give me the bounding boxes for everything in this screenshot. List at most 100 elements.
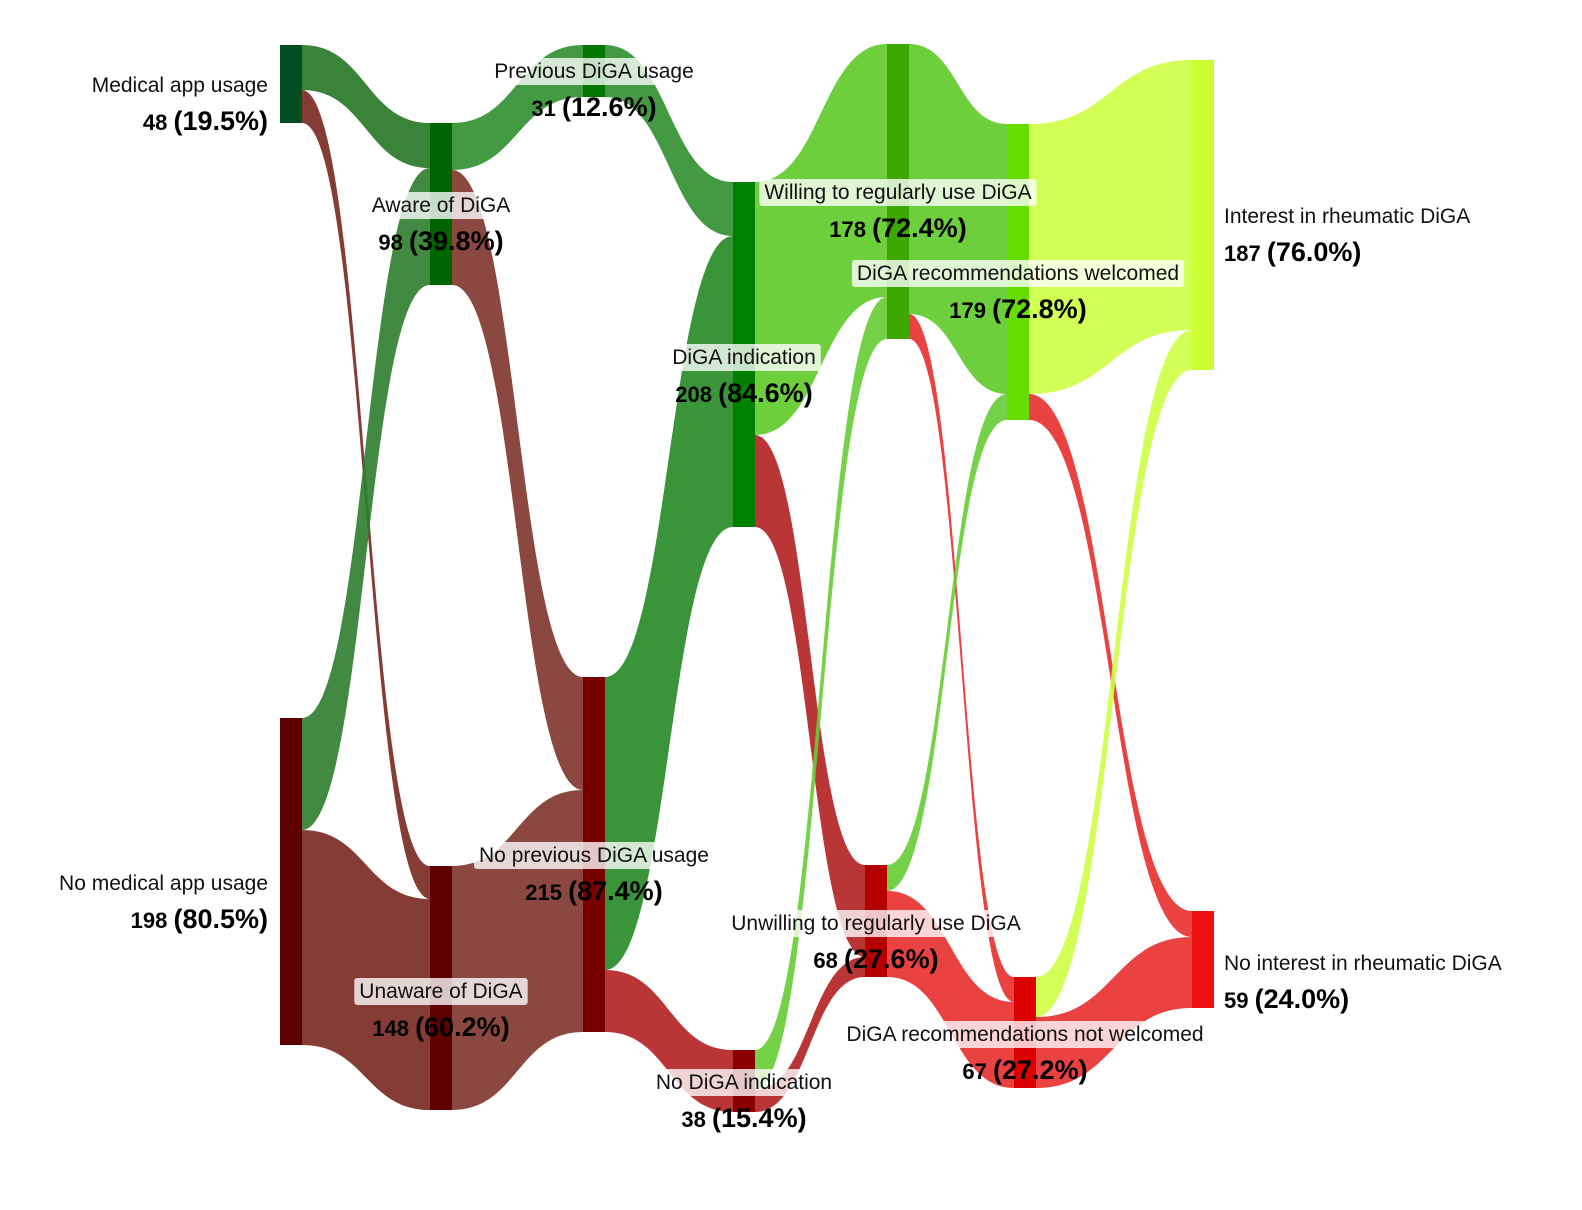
node-percent: (80.5%)	[173, 904, 268, 934]
link-no-medical-app-usage-to-unaware-of-diga	[302, 830, 430, 1110]
node-value: 31 (12.6%)	[531, 92, 656, 122]
node-name: Previous DiGA usage	[494, 60, 694, 83]
link-willing-regular-use-to-recommendations-not-welcomed	[909, 314, 1014, 1002]
node-value: 67 (27.2%)	[962, 1055, 1087, 1085]
node-count: 48	[143, 110, 167, 135]
node-label-unwilling-regular-use: Unwilling to regularly use DiGA 68 (27.6%…	[726, 910, 1026, 974]
node-label-medical-app-usage: Medical app usage 48 (19.5%)	[92, 74, 268, 136]
sankey-links	[302, 44, 1192, 1112]
node-name: Unwilling to regularly use DiGA	[731, 912, 1020, 935]
node-label-willing-regular-use: Willing to regularly use DiGA 178 (72.4%)	[759, 179, 1037, 243]
node-label-unaware-of-diga: Unaware of DiGA 148 (60.2%)	[354, 978, 528, 1042]
label-background	[841, 1021, 1209, 1048]
node-percent: (60.2%)	[415, 1012, 510, 1042]
node-name: DiGA recommendations not welcomed	[846, 1023, 1203, 1046]
node-value: 98 (39.8%)	[378, 226, 503, 256]
node-label-previous-diga-usage: Previous DiGA usage 31 (12.6%)	[489, 58, 699, 122]
link-diga-indication-to-willing-regular-use	[755, 44, 887, 435]
node-count: 38	[681, 1107, 705, 1132]
link-no-medical-app-usage-to-aware-of-diga	[302, 168, 430, 830]
node-count: 198	[131, 908, 168, 933]
node-value: 48 (19.5%)	[143, 106, 268, 136]
node-label-no-diga-indication: No DiGA indication 38 (15.4%)	[650, 1069, 838, 1133]
node-percent: (76.0%)	[1267, 237, 1362, 267]
node-label-recommendations-not-welcomed: DiGA recommendations not welcomed 67 (27.…	[841, 1021, 1209, 1085]
node-percent: (15.4%)	[712, 1103, 807, 1133]
link-recommendations-not-welcomed-to-no-interest-rheumatic-diga	[1036, 937, 1192, 1088]
node-value: 215 (87.4%)	[525, 876, 662, 906]
node-name: No DiGA indication	[656, 1071, 832, 1094]
node-percent: (87.4%)	[568, 876, 663, 906]
label-background	[354, 978, 528, 1005]
node-percent: (27.2%)	[993, 1055, 1088, 1085]
node-count: 215	[525, 880, 562, 905]
node-percent: (24.0%)	[1255, 984, 1350, 1014]
label-background	[759, 179, 1037, 206]
link-no-diga-indication-to-unwilling-regular-use	[755, 957, 865, 1112]
node-value: 208 (84.6%)	[675, 378, 812, 408]
node-interest-rheumatic-diga	[1192, 60, 1214, 370]
node-name: Aware of DiGA	[372, 194, 511, 217]
node-percent: (27.6%)	[844, 944, 939, 974]
node-percent: (19.5%)	[173, 106, 268, 136]
node-count: 148	[372, 1016, 409, 1041]
node-count: 68	[813, 948, 837, 973]
link-previous-diga-usage-to-diga-indication	[605, 45, 733, 236]
sankey-labels: Medical app usage 48 (19.5%) No medical ap…	[59, 58, 1502, 1133]
node-value: 68 (27.6%)	[813, 944, 938, 974]
node-percent: (84.6%)	[718, 378, 813, 408]
node-name: DiGA indication	[672, 346, 816, 369]
node-value: 38 (15.4%)	[681, 1103, 806, 1133]
node-value: 178 (72.4%)	[829, 213, 966, 243]
node-value: 148 (60.2%)	[372, 1012, 509, 1042]
node-percent: (39.8%)	[409, 226, 504, 256]
node-name: No medical app usage	[59, 872, 268, 895]
node-name: No interest in rheumatic DiGA	[1224, 952, 1502, 975]
label-background	[667, 344, 821, 371]
link-aware-of-diga-to-no-previous-diga-usage	[452, 170, 583, 790]
node-label-no-medical-app-usage: No medical app usage 198 (80.5%)	[59, 872, 268, 934]
node-percent: (12.6%)	[562, 92, 657, 122]
node-count: 59	[1224, 988, 1248, 1013]
node-percent: (72.8%)	[992, 294, 1087, 324]
node-name: Medical app usage	[92, 74, 268, 97]
node-name: Unaware of DiGA	[359, 980, 522, 1003]
node-value: 179 (72.8%)	[949, 294, 1086, 324]
link-unwilling-regular-use-to-recommendations-welcomed	[887, 394, 1007, 891]
label-background	[366, 192, 516, 219]
node-count: 179	[949, 298, 986, 323]
node-label-recommendations-welcomed: DiGA recommendations welcomed 179 (72.8%)	[851, 260, 1185, 324]
node-count: 178	[829, 217, 866, 242]
node-count: 67	[962, 1059, 986, 1084]
label-background	[726, 910, 1026, 937]
node-count: 31	[531, 96, 555, 121]
link-recommendations-welcomed-to-no-interest-rheumatic-diga	[1029, 394, 1192, 937]
node-label-aware-of-diga: Aware of DiGA 98 (39.8%)	[366, 192, 516, 256]
node-value: 59 (24.0%)	[1224, 984, 1349, 1014]
node-percent: (72.4%)	[872, 213, 967, 243]
node-name: DiGA recommendations welcomed	[857, 262, 1179, 285]
link-no-previous-diga-usage-to-diga-indication	[605, 236, 733, 970]
label-background	[474, 842, 714, 869]
label-background	[650, 1069, 838, 1096]
node-name: Willing to regularly use DiGA	[764, 181, 1031, 204]
link-recommendations-welcomed-to-interest-rheumatic-diga	[1029, 60, 1192, 394]
node-label-diga-indication: DiGA indication 208 (84.6%)	[667, 344, 821, 408]
node-medical-app-usage	[280, 45, 302, 123]
node-name: Interest in rheumatic DiGA	[1224, 205, 1470, 228]
link-unaware-of-diga-to-no-previous-diga-usage	[452, 790, 583, 1110]
link-medical-app-usage-to-aware-of-diga	[302, 45, 430, 168]
node-count: 98	[378, 230, 402, 255]
node-count: 187	[1224, 241, 1261, 266]
link-diga-indication-to-unwilling-regular-use	[755, 435, 865, 957]
link-recommendations-not-welcomed-to-interest-rheumatic-diga	[1036, 330, 1192, 1017]
node-label-no-interest-rheumatic-diga: No interest in rheumatic DiGA 59 (24.0%)	[1224, 952, 1502, 1014]
node-name: No previous DiGA usage	[479, 844, 709, 867]
link-no-diga-indication-to-willing-regular-use	[755, 297, 887, 1090]
node-label-no-previous-diga-usage: No previous DiGA usage 215 (87.4%)	[474, 842, 714, 906]
link-willing-regular-use-to-recommendations-welcomed	[909, 44, 1007, 394]
node-label-interest-rheumatic-diga: Interest in rheumatic DiGA 187 (76.0%)	[1224, 205, 1470, 267]
node-value: 187 (76.0%)	[1224, 237, 1361, 267]
node-no-medical-app-usage	[280, 718, 302, 1045]
